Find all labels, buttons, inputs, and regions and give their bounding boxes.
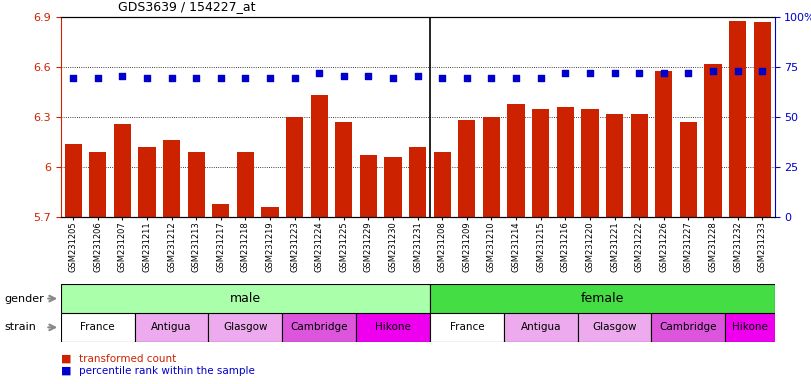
Bar <box>282 313 356 342</box>
Bar <box>458 121 475 217</box>
Bar <box>753 22 770 217</box>
Bar <box>212 204 230 217</box>
Bar <box>261 207 279 217</box>
Bar <box>61 313 135 342</box>
Bar <box>360 156 377 217</box>
Point <box>387 75 400 81</box>
Point <box>509 75 522 81</box>
Bar <box>504 313 577 342</box>
Point <box>461 75 474 81</box>
Point <box>608 70 621 76</box>
Text: France: France <box>449 322 484 333</box>
Bar <box>725 313 775 342</box>
Text: strain: strain <box>4 322 36 333</box>
Bar <box>409 147 427 217</box>
Point <box>140 75 153 81</box>
Point <box>165 75 178 81</box>
Point <box>583 70 596 76</box>
Point <box>362 73 375 79</box>
Bar <box>606 114 623 217</box>
Text: GDS3639 / 154227_at: GDS3639 / 154227_at <box>118 0 255 13</box>
Bar <box>680 122 697 217</box>
Bar <box>135 313 208 342</box>
Bar <box>335 122 353 217</box>
Point <box>706 68 719 74</box>
Bar <box>556 107 574 217</box>
Text: Cambridge: Cambridge <box>659 322 717 333</box>
Point <box>92 75 105 81</box>
Point <box>534 75 547 81</box>
Bar <box>208 313 282 342</box>
Bar <box>65 144 82 217</box>
Point <box>239 75 252 81</box>
Bar <box>729 21 746 217</box>
Point <box>682 70 695 76</box>
Bar <box>61 284 430 313</box>
Text: female: female <box>581 292 624 305</box>
Point <box>67 75 79 81</box>
Text: gender: gender <box>4 293 44 304</box>
Point <box>190 75 203 81</box>
Point <box>264 75 277 81</box>
Bar <box>286 117 303 217</box>
Bar <box>89 152 106 217</box>
Point <box>633 70 646 76</box>
Point <box>337 73 350 79</box>
Bar <box>655 71 672 217</box>
Bar <box>163 141 180 217</box>
Text: France: France <box>80 322 115 333</box>
Point <box>756 68 769 74</box>
Bar <box>508 104 525 217</box>
Bar <box>434 152 451 217</box>
Bar <box>430 284 775 313</box>
Point <box>485 75 498 81</box>
Bar <box>581 109 599 217</box>
Text: ■: ■ <box>61 366 71 376</box>
Bar <box>532 109 549 217</box>
Bar <box>114 124 131 217</box>
Bar <box>187 152 205 217</box>
Bar <box>139 147 156 217</box>
Text: Hikone: Hikone <box>732 322 768 333</box>
Text: Glasgow: Glasgow <box>592 322 637 333</box>
Bar <box>430 313 504 342</box>
Text: Antigua: Antigua <box>521 322 561 333</box>
Point <box>657 70 670 76</box>
Point <box>214 75 227 81</box>
Bar <box>483 117 500 217</box>
Text: ■: ■ <box>61 354 71 364</box>
Point <box>436 75 448 81</box>
Point <box>288 75 301 81</box>
Point <box>559 70 572 76</box>
Bar <box>577 313 651 342</box>
Text: Cambridge: Cambridge <box>290 322 348 333</box>
Point <box>116 73 129 79</box>
Text: Glasgow: Glasgow <box>223 322 268 333</box>
Bar <box>237 152 254 217</box>
Point <box>411 73 424 79</box>
Bar <box>705 64 722 217</box>
Text: Antigua: Antigua <box>152 322 192 333</box>
Point <box>731 68 744 74</box>
Bar <box>651 313 725 342</box>
Bar <box>311 96 328 217</box>
Text: percentile rank within the sample: percentile rank within the sample <box>79 366 255 376</box>
Bar <box>630 114 648 217</box>
Point <box>313 70 326 76</box>
Bar <box>356 313 430 342</box>
Text: transformed count: transformed count <box>79 354 176 364</box>
Text: Hikone: Hikone <box>375 322 411 333</box>
Text: male: male <box>230 292 261 305</box>
Bar <box>384 157 401 217</box>
